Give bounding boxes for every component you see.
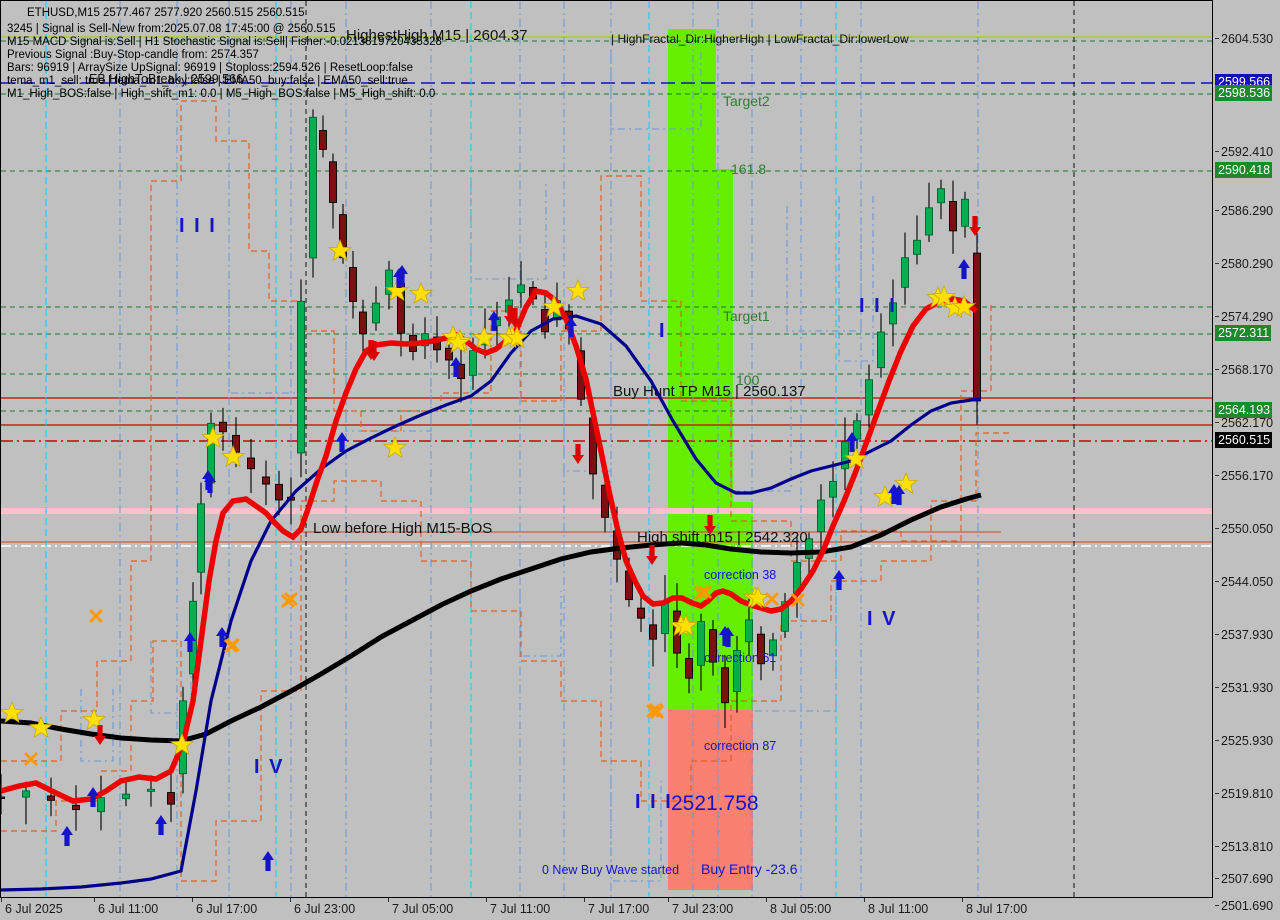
price-tick-label: 2562.170 <box>1221 416 1274 430</box>
time-tick: 7 Jul 05:00 <box>388 898 454 916</box>
label-correction-87: correction 87 <box>704 739 777 753</box>
price-tick-label: 2568.170 <box>1221 363 1274 377</box>
ema-blue-line <box>1 314 982 892</box>
time-axis[interactable]: 6 Jul 2025 6 Jul 11:00 6 Jul 17:00 6 Jul 23… <box>0 898 1213 920</box>
price-tick-label: 2537.930 <box>1221 628 1274 642</box>
price-tick: 2568.170 <box>1215 363 1274 377</box>
label-high-shift-m15: High shift m15 | 2542.320 <box>637 529 808 546</box>
time-tick-label: 6 Jul 23:00 <box>294 902 356 916</box>
time-tick: 7 Jul 17:00 <box>584 898 650 916</box>
price-tick: 2580.290 <box>1215 257 1274 271</box>
label-wave-3-right: I I I <box>859 295 897 317</box>
price-tick: 2544.050 <box>1215 575 1274 589</box>
time-tick: 7 Jul 23:00 <box>668 898 734 916</box>
label-buy-hunt-tp: Buy Hunt TP M15 | 2560.137 <box>613 383 806 400</box>
label-wave-3-entry: I I I <box>635 791 673 813</box>
label-fib-100: 100 <box>736 372 760 388</box>
price-tick-label: 2519.810 <box>1221 787 1274 801</box>
bars-line: Bars: 96919 | ArraySize UpSignal: 96919 … <box>7 62 413 74</box>
label-low-before-high: Low before High M15-BOS <box>313 520 493 537</box>
label-new-buy-wave: 0 New Buy Wave started <box>542 863 680 877</box>
time-tick-label: 8 Jul 17:00 <box>966 902 1028 916</box>
label-correction-38: correction 38 <box>704 568 777 582</box>
label-target2: Target2 <box>723 93 770 109</box>
price-tick-label: 2525.930 <box>1221 734 1274 748</box>
chart-graphics <box>1 1 1212 897</box>
time-tick-label: 8 Jul 05:00 <box>770 902 832 916</box>
label-wave-4-right: I V <box>867 608 898 630</box>
time-tick: 8 Jul 05:00 <box>766 898 832 916</box>
time-tick-label: 7 Jul 17:00 <box>588 902 650 916</box>
price-level-badge: 2572.311 <box>1215 325 1272 341</box>
label-buy-entry: Buy Entry -23.6 <box>701 861 798 877</box>
price-tick-label: 2592.410 <box>1221 145 1274 159</box>
price-tick: 2556.170 <box>1215 469 1274 483</box>
time-tick-label: 7 Jul 05:00 <box>392 902 454 916</box>
bos-line: M1_High_BOS:false | High_shift_m1: 0.0 |… <box>7 88 436 100</box>
label-wave-1-mid: I <box>659 320 667 342</box>
price-tick-label: 2550.050 <box>1221 522 1274 536</box>
time-tick: 7 Jul 11:00 <box>486 898 551 916</box>
time-tick-label: 6 Jul 17:00 <box>196 902 258 916</box>
label-entry-price: 2521.758 <box>671 792 759 815</box>
price-tick: 2531.930 <box>1215 681 1274 695</box>
price-tick: 2513.810 <box>1215 840 1274 854</box>
price-level-badge: 2564.193 <box>1215 402 1273 418</box>
tema-line: tema_m1_sell: true | tema_m1_buy:false |… <box>7 75 408 87</box>
price-tick: 2574.290 <box>1215 310 1274 324</box>
price-tick: 2519.810 <box>1215 787 1274 801</box>
price-tick: 2507.690 <box>1215 872 1274 886</box>
price-tick-label: 2507.690 <box>1221 872 1274 886</box>
price-tick: 2592.410 <box>1215 145 1274 159</box>
price-tick-label: 2574.290 <box>1221 310 1274 324</box>
time-tick: 6 Jul 2025 <box>1 898 63 916</box>
price-tick-label: 2531.930 <box>1221 681 1274 695</box>
time-tick-label: 6 Jul 11:00 <box>98 902 159 916</box>
price-tick: 2525.930 <box>1215 734 1274 748</box>
time-tick: 6 Jul 17:00 <box>192 898 258 916</box>
macd-line: M15 MACD Signal is:Sell | H1 Stochastic … <box>7 36 442 48</box>
price-tick-label: 2586.290 <box>1221 204 1274 218</box>
time-tick: 8 Jul 11:00 <box>864 898 929 916</box>
price-tick-label: 2501.690 <box>1221 899 1274 913</box>
wave-red-line <box>1 287 978 804</box>
chart-title: ETHUSD,M15 2577.467 2577.920 2560.515 25… <box>27 7 305 19</box>
price-axis[interactable]: 2604.530 2599.566 2598.536 2592.410 2590.418… <box>1213 0 1280 913</box>
label-correction-61: correction 61 <box>704 651 777 665</box>
time-tick: 6 Jul 11:00 <box>94 898 159 916</box>
time-tick-label: 8 Jul 11:00 <box>868 902 929 916</box>
time-tick: 6 Jul 23:00 <box>290 898 356 916</box>
price-tick-label: 2556.170 <box>1221 469 1274 483</box>
price-level-badge: 2598.536 <box>1215 85 1273 101</box>
signal-line: 3245 | Signal is Sell-New from:2025.07.0… <box>7 23 336 35</box>
price-level-badge: 2590.418 <box>1215 162 1273 178</box>
price-level-badge: 2560.515 <box>1215 432 1273 448</box>
price-tick: 2586.290 <box>1215 204 1274 218</box>
price-tick-label: 2544.050 <box>1221 575 1274 589</box>
prev-signal: Previous Signal :Buy-Stop-candle from: 2… <box>7 49 259 61</box>
label-wave-4-left: I V <box>254 756 285 778</box>
label-fractal-dirs: | HighFractal_Dir:HigherHigh | LowFracta… <box>611 32 909 46</box>
time-tick-label: 7 Jul 11:00 <box>490 902 551 916</box>
label-eb-high-to-break: EB HighToBreak | 2599.566 <box>89 72 244 86</box>
price-tick: 2537.930 <box>1215 628 1274 642</box>
label-target1: Target1 <box>723 308 770 324</box>
label-fib-1618: 161.8 <box>731 161 767 177</box>
ema-black-line <box>1 492 982 744</box>
chart-plot-area[interactable]: ETHUSD,M15 2577.467 2577.920 2560.515 25… <box>0 0 1213 898</box>
time-tick: 8 Jul 17:00 <box>962 898 1028 916</box>
price-tick: 2550.050 <box>1215 522 1274 536</box>
time-tick-label: 6 Jul 2025 <box>5 902 63 916</box>
price-tick-label: 2580.290 <box>1221 257 1274 271</box>
label-highest-high: HighestHigh M15 | 2604.37 <box>346 27 528 44</box>
price-tick-label: 2513.810 <box>1221 840 1274 854</box>
price-tick: 2604.530 <box>1215 32 1274 46</box>
price-tick: 2562.170 <box>1215 416 1274 430</box>
time-tick-label: 7 Jul 23:00 <box>672 902 734 916</box>
price-tick-label: 2604.530 <box>1221 32 1274 46</box>
label-wave-3-left: I I I <box>179 215 217 237</box>
price-tick: 2501.690 <box>1215 899 1274 913</box>
